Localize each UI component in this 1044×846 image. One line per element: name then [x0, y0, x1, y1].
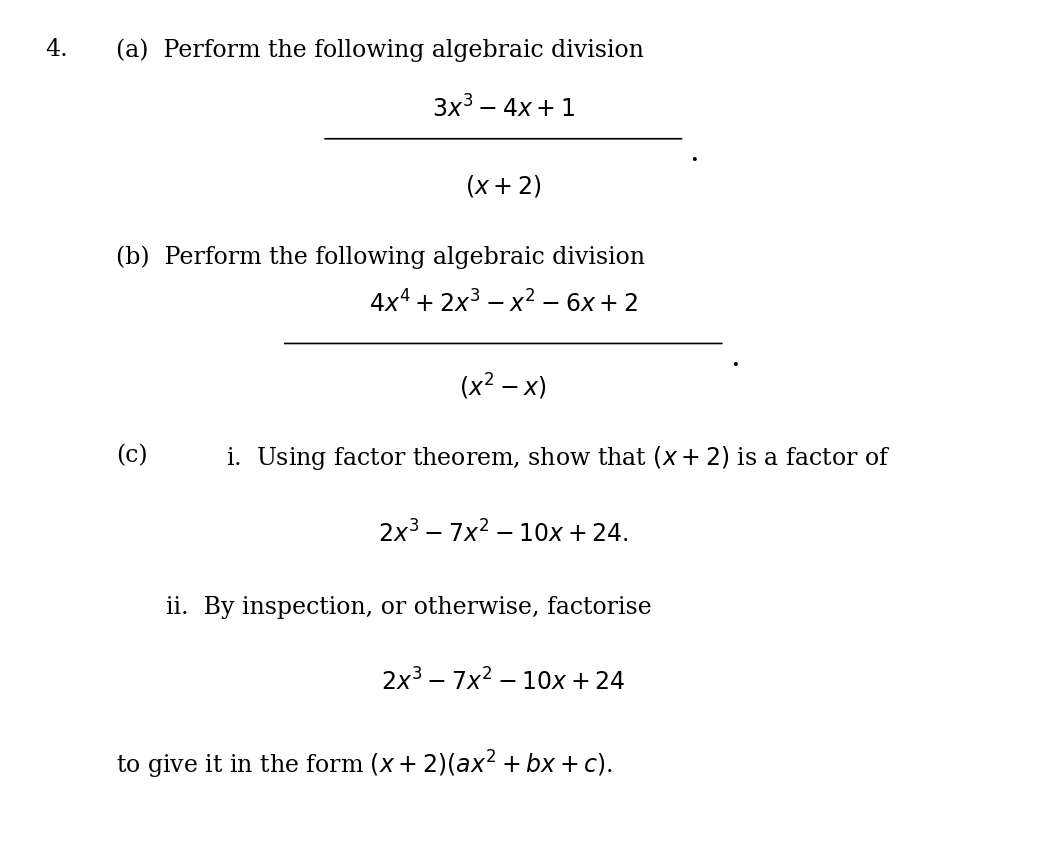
- Text: $(x^2 - x)$: $(x^2 - x)$: [459, 372, 547, 403]
- Text: i.  Using factor theorem, show that $(x + 2)$ is a factor of: i. Using factor theorem, show that $(x +…: [227, 444, 891, 472]
- Text: (b)  Perform the following algebraic division: (b) Perform the following algebraic divi…: [116, 245, 645, 269]
- Text: to give it in the form $(x + 2)(ax^2 + bx + c)$.: to give it in the form $(x + 2)(ax^2 + b…: [116, 749, 613, 781]
- Text: $4x^4 + 2x^3 - x^2 - 6x + 2$: $4x^4 + 2x^3 - x^2 - 6x + 2$: [369, 290, 638, 317]
- Text: .: .: [730, 342, 739, 372]
- Text: (a)  Perform the following algebraic division: (a) Perform the following algebraic divi…: [116, 38, 644, 62]
- Text: $2x^3 - 7x^2 - 10x + 24.$: $2x^3 - 7x^2 - 10x + 24.$: [378, 520, 628, 547]
- Text: $3x^3 - 4x + 1$: $3x^3 - 4x + 1$: [432, 96, 575, 123]
- Text: (c): (c): [116, 444, 147, 467]
- Text: 4.: 4.: [45, 38, 68, 61]
- Text: $2x^3 - 7x^2 - 10x + 24$: $2x^3 - 7x^2 - 10x + 24$: [381, 668, 625, 695]
- Text: $(x + 2)$: $(x + 2)$: [466, 173, 542, 200]
- Text: .: .: [689, 137, 699, 168]
- Text: ii.  By inspection, or otherwise, factorise: ii. By inspection, or otherwise, factori…: [166, 596, 651, 619]
